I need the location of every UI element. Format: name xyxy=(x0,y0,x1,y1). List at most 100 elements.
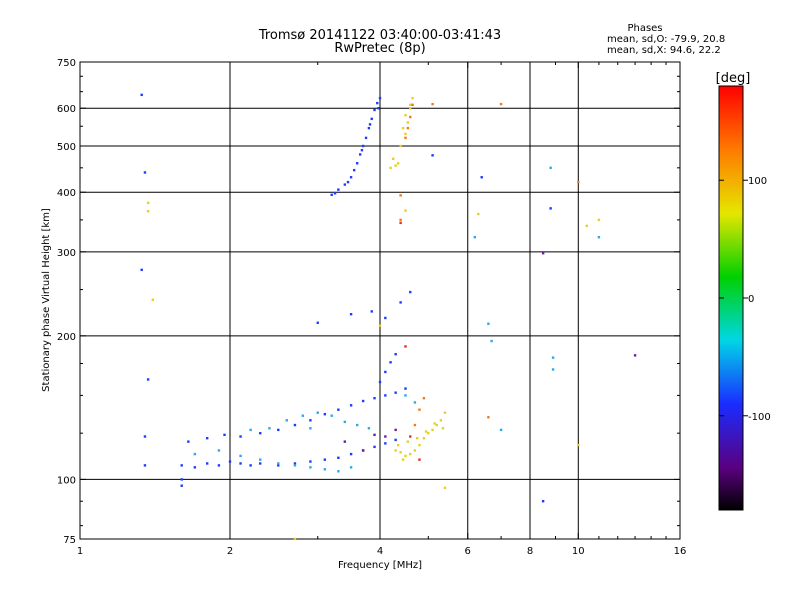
data-point xyxy=(418,458,421,461)
data-point xyxy=(394,438,397,442)
data-point xyxy=(239,435,242,438)
data-point xyxy=(431,428,434,432)
data-point xyxy=(431,154,434,157)
data-point xyxy=(249,464,252,467)
data-point xyxy=(433,422,436,425)
data-point xyxy=(239,454,242,458)
data-point xyxy=(418,443,421,447)
data-point xyxy=(404,394,407,397)
data-point xyxy=(140,268,143,272)
data-point xyxy=(399,301,402,304)
data-point xyxy=(415,437,419,440)
data-point xyxy=(427,431,430,435)
data-point xyxy=(277,428,280,432)
data-point xyxy=(399,144,402,148)
data-point xyxy=(316,411,319,414)
data-point xyxy=(309,419,312,422)
y-tick-label: 75 xyxy=(63,535,76,546)
chart-title: Tromsø 20141122 03:40:00-03:41:43 xyxy=(258,28,501,43)
stats-heading: Phases xyxy=(627,23,662,34)
data-point xyxy=(399,451,402,454)
data-point xyxy=(361,399,365,403)
data-point xyxy=(180,484,183,487)
data-point xyxy=(376,101,379,105)
data-point xyxy=(293,464,297,467)
data-point xyxy=(378,324,382,327)
data-point xyxy=(370,310,373,313)
data-point xyxy=(239,462,242,465)
data-point xyxy=(349,312,353,316)
data-point xyxy=(480,176,483,179)
data-point xyxy=(193,466,197,469)
data-point xyxy=(373,396,376,400)
data-point xyxy=(490,339,493,343)
data-point xyxy=(551,356,555,359)
y-tick-label: 300 xyxy=(57,248,76,259)
data-point xyxy=(361,449,365,452)
y-tick-label: 200 xyxy=(57,332,76,343)
chart-subtitle: RwPretec (8p) xyxy=(334,41,425,56)
data-point xyxy=(349,452,353,456)
data-point xyxy=(377,107,380,110)
x-tick-label: 2 xyxy=(227,546,233,557)
data-point xyxy=(367,126,371,130)
data-point xyxy=(409,452,412,456)
data-point xyxy=(277,464,280,467)
data-point xyxy=(443,486,447,490)
data-point xyxy=(422,437,426,440)
x-tick-label: 4 xyxy=(377,546,383,557)
y-tick-label: 600 xyxy=(57,104,76,115)
data-point xyxy=(439,419,443,422)
x-tick-label: 16 xyxy=(674,546,687,557)
data-point xyxy=(193,452,197,456)
x-tick-label: 1 xyxy=(77,546,83,557)
data-point xyxy=(413,423,417,427)
data-point xyxy=(401,458,405,461)
data-point xyxy=(277,462,280,465)
data-point xyxy=(585,224,588,228)
data-point xyxy=(293,423,297,427)
data-point xyxy=(343,183,347,186)
data-point xyxy=(368,123,372,126)
data-point xyxy=(424,430,428,433)
y-tick-labels: 75 100 200 300 400 500 600 750 xyxy=(57,58,76,546)
stats-line-o: mean, sd,O: -79.9, 20.8 xyxy=(607,34,725,45)
data-point xyxy=(394,164,397,167)
data-point xyxy=(384,442,387,445)
data-point xyxy=(404,387,407,390)
y-axis-label: Stationary phase Virtual Height [km] xyxy=(41,208,52,392)
data-point xyxy=(409,103,412,107)
data-point xyxy=(418,408,421,411)
data-point xyxy=(541,252,545,255)
data-point xyxy=(146,378,150,381)
data-point xyxy=(293,462,297,465)
data-point xyxy=(411,103,414,107)
data-point xyxy=(435,423,438,427)
data-point xyxy=(577,443,580,447)
data-point xyxy=(373,108,376,112)
data-point xyxy=(151,298,155,301)
data-point xyxy=(343,420,347,424)
data-point xyxy=(217,464,221,467)
data-point xyxy=(309,427,312,430)
data-point xyxy=(355,162,359,165)
axis-ticks xyxy=(79,61,681,540)
data-point xyxy=(268,427,271,430)
data-point xyxy=(352,168,356,172)
scatter-points xyxy=(140,93,637,541)
data-point xyxy=(378,96,382,100)
data-point xyxy=(337,408,340,411)
data-point xyxy=(259,458,262,461)
data-point xyxy=(367,427,371,430)
data-point xyxy=(143,464,147,467)
data-point xyxy=(228,460,232,463)
data-point xyxy=(301,414,305,417)
data-point xyxy=(396,443,400,447)
data-point xyxy=(349,466,353,469)
data-point xyxy=(577,180,580,184)
data-point xyxy=(249,428,252,432)
data-point xyxy=(378,380,382,384)
data-point xyxy=(180,478,183,481)
data-point xyxy=(285,419,288,422)
